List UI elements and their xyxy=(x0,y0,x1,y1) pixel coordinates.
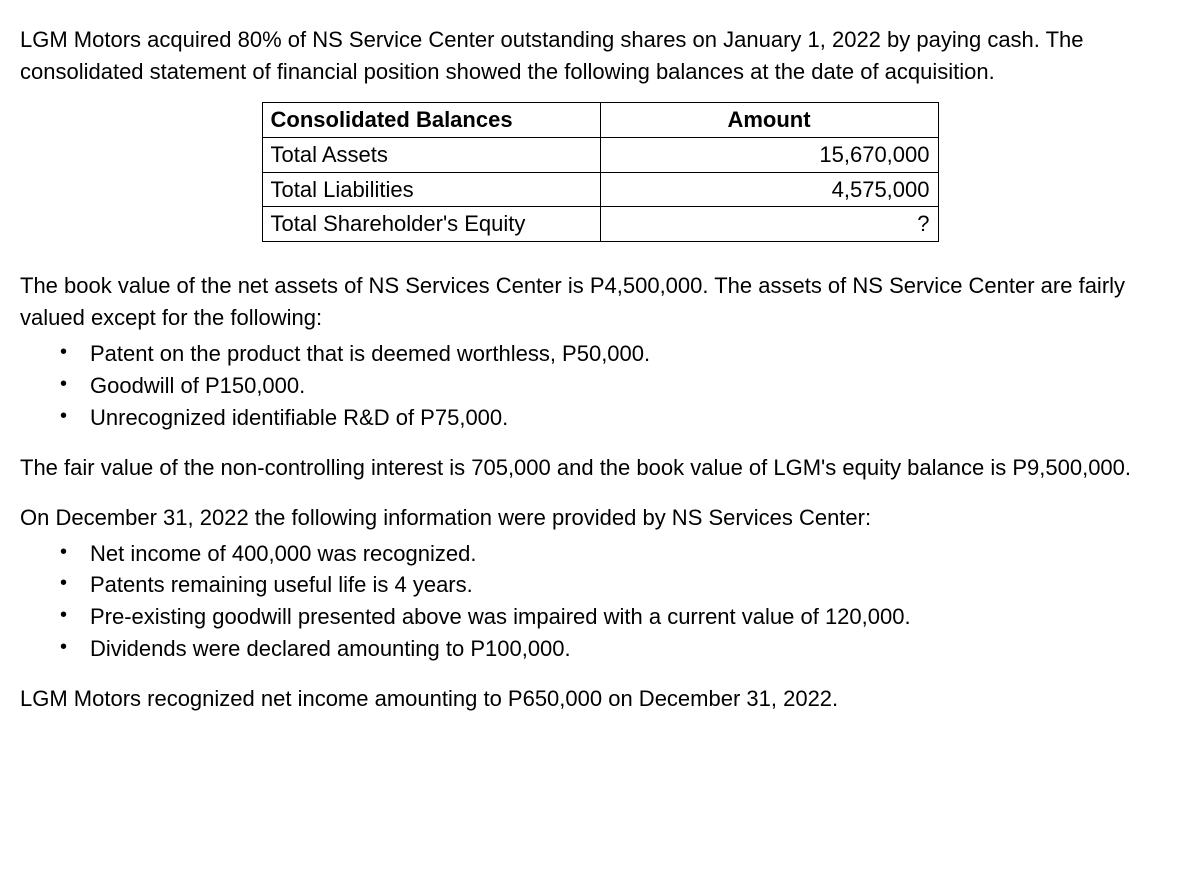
list-item: Dividends were declared amounting to P10… xyxy=(20,633,1180,665)
table-cell-amount: 15,670,000 xyxy=(600,137,938,172)
list-item: Pre-existing goodwill presented above wa… xyxy=(20,601,1180,633)
lgm-net-income-paragraph: LGM Motors recognized net income amounti… xyxy=(20,683,1180,715)
dec31-info-list: Net income of 400,000 was recognized. Pa… xyxy=(20,538,1180,666)
list-item: Patents remaining useful life is 4 years… xyxy=(20,569,1180,601)
intro-paragraph: LGM Motors acquired 80% of NS Service Ce… xyxy=(20,24,1180,88)
balances-table: Consolidated Balances Amount Total Asset… xyxy=(262,102,939,243)
table-header-balances: Consolidated Balances xyxy=(262,102,600,137)
table-cell-label: Total Assets xyxy=(262,137,600,172)
balances-table-wrapper: Consolidated Balances Amount Total Asset… xyxy=(20,102,1180,243)
list-item: Goodwill of P150,000. xyxy=(20,370,1180,402)
table-header-amount: Amount xyxy=(600,102,938,137)
list-item: Patent on the product that is deemed wor… xyxy=(20,338,1180,370)
dec31-intro-paragraph: On December 31, 2022 the following infor… xyxy=(20,502,1180,534)
table-row: Total Liabilities 4,575,000 xyxy=(262,172,938,207)
fair-value-exceptions-list: Patent on the product that is deemed wor… xyxy=(20,338,1180,434)
table-cell-label: Total Liabilities xyxy=(262,172,600,207)
table-cell-amount: ? xyxy=(600,207,938,242)
list-item: Unrecognized identifiable R&D of P75,000… xyxy=(20,402,1180,434)
nci-paragraph: The fair value of the non-controlling in… xyxy=(20,452,1180,484)
table-cell-label: Total Shareholder's Equity xyxy=(262,207,600,242)
table-row: Total Shareholder's Equity ? xyxy=(262,207,938,242)
book-value-paragraph: The book value of the net assets of NS S… xyxy=(20,270,1180,334)
table-cell-amount: 4,575,000 xyxy=(600,172,938,207)
list-item: Net income of 400,000 was recognized. xyxy=(20,538,1180,570)
table-row: Total Assets 15,670,000 xyxy=(262,137,938,172)
